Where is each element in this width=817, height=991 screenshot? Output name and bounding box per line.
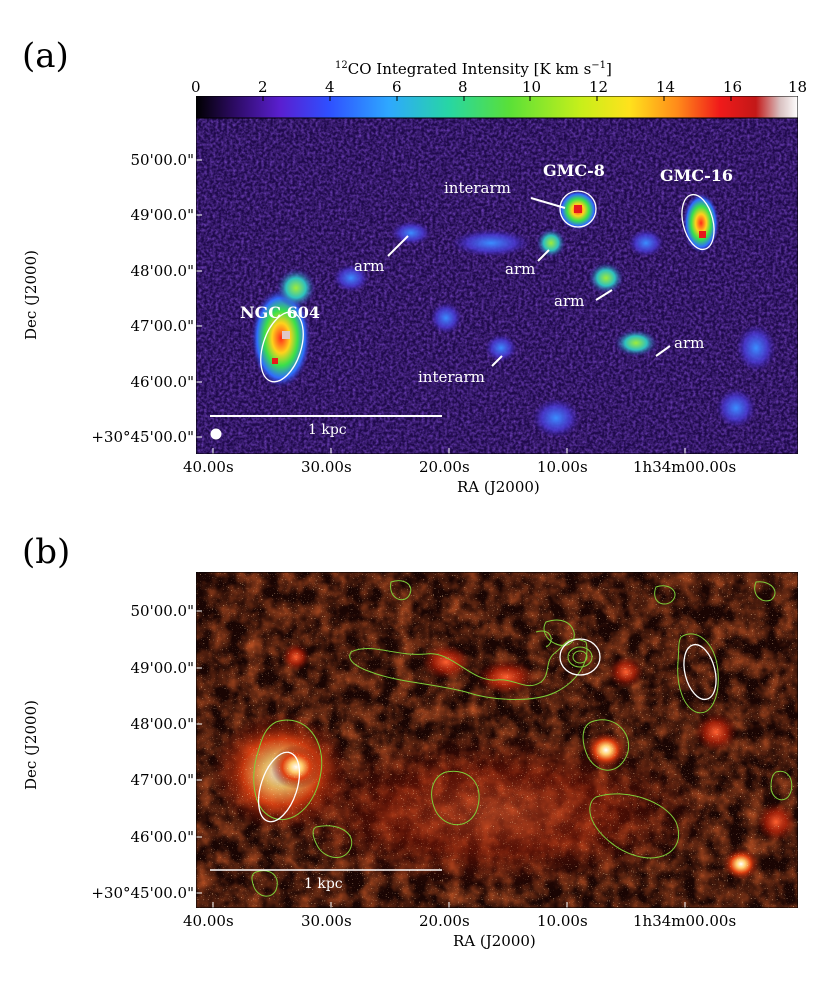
y-tick-label: 49'00.0" xyxy=(130,206,194,224)
x-tick-label: 20.00s xyxy=(419,912,470,930)
colorbar-tick-labels: 0 2 4 6 8 10 12 14 16 18 xyxy=(191,78,807,96)
label-ngc604: NGC 604 xyxy=(240,303,320,322)
y-tick-label: 48'00.0" xyxy=(130,262,194,280)
y-tick-label: 46'00.0" xyxy=(130,828,194,846)
colorbar-tick-label: 4 xyxy=(325,78,335,96)
x-axis-title: RA (J2000) xyxy=(453,932,536,950)
co-contours xyxy=(251,580,793,897)
y-tick-label: +30°45'00.0" xyxy=(91,428,194,446)
x-tick-label: 40.00s xyxy=(183,912,234,930)
colorbar-tick-label: 18 xyxy=(788,78,808,96)
scale-bar-label-a: 1 kpc xyxy=(308,422,347,438)
optical-image-with-co-contours: 1 kpc xyxy=(196,572,798,908)
label-gmc8: GMC-8 xyxy=(543,161,605,180)
x-tick-label: 1h34m00.00s xyxy=(633,458,737,476)
colorbar-tick-label: 14 xyxy=(656,78,676,96)
label-arm-3: arm xyxy=(554,292,584,310)
x-axis-title: RA (J2000) xyxy=(457,478,540,496)
y-tick-label: 47'00.0" xyxy=(130,317,194,335)
label-interarm-bottom: interarm xyxy=(418,368,485,386)
colorbar xyxy=(196,96,798,118)
label-arm-4: arm xyxy=(674,334,704,352)
label-interarm-top: interarm xyxy=(444,179,511,197)
colorbar-title-text: CO Integrated Intensity [K km s xyxy=(347,60,592,78)
colorbar-title: 12CO Integrated Intensity [K km s−1] xyxy=(335,60,612,78)
x-tick-label: 10.00s xyxy=(537,458,588,476)
colorbar-ticks xyxy=(262,96,732,101)
colorbar-tick-label: 0 xyxy=(191,78,201,96)
ngc604-contour-b xyxy=(257,751,301,823)
colorbar-title-isotope: 12 xyxy=(335,60,348,71)
beam-size-marker xyxy=(210,428,222,440)
label-arm-2: arm xyxy=(505,260,535,278)
scale-bar-label-b: 1 kpc xyxy=(304,876,343,892)
colorbar-tick-label: 16 xyxy=(723,78,743,96)
colorbar-title-exponent: −1 xyxy=(591,60,607,71)
axis-ticks-a xyxy=(196,159,686,454)
x-tick-label: 30.00s xyxy=(301,458,352,476)
y-axis-title: Dec (J2000) xyxy=(22,250,40,340)
label-gmc16: GMC-16 xyxy=(660,166,733,185)
y-tick-label: 48'00.0" xyxy=(130,715,194,733)
gmc16-contour-b xyxy=(683,643,717,701)
colorbar-tick-label: 10 xyxy=(522,78,542,96)
axis-ticks-b xyxy=(196,610,686,908)
x-tick-label: 20.00s xyxy=(419,458,470,476)
label-arm-1: arm xyxy=(354,257,384,275)
gmc16-contour xyxy=(681,193,715,251)
colorbar-tick-label: 2 xyxy=(258,78,268,96)
y-tick-label: 49'00.0" xyxy=(130,659,194,677)
y-tick-label: 50'00.0" xyxy=(130,602,194,620)
colorbar-title-close: ] xyxy=(606,60,612,78)
colorbar-tick-label: 6 xyxy=(392,78,402,96)
annotation-pointers xyxy=(387,197,671,367)
panel-b-label: (b) xyxy=(22,532,71,572)
panel-a-label: (a) xyxy=(22,36,69,76)
gmc8-contour xyxy=(559,190,597,228)
y-tick-label: 47'00.0" xyxy=(130,771,194,789)
y-tick-label: 46'00.0" xyxy=(130,373,194,391)
x-tick-label: 1h34m00.00s xyxy=(633,912,737,930)
x-tick-label: 40.00s xyxy=(183,458,234,476)
ngc604-contour xyxy=(260,311,304,383)
x-tick-label: 10.00s xyxy=(537,912,588,930)
colorbar-tick-label: 12 xyxy=(589,78,609,96)
y-axis-title: Dec (J2000) xyxy=(22,700,40,790)
co-intensity-map: NGC 604 GMC-8 GMC-16 interarm arm arm ar… xyxy=(196,118,798,454)
gmc8-contour-b xyxy=(559,638,601,676)
x-tick-label: 30.00s xyxy=(301,912,352,930)
colorbar-tick-label: 8 xyxy=(458,78,468,96)
y-tick-label: 50'00.0" xyxy=(130,151,194,169)
y-tick-label: +30°45'00.0" xyxy=(91,884,194,902)
